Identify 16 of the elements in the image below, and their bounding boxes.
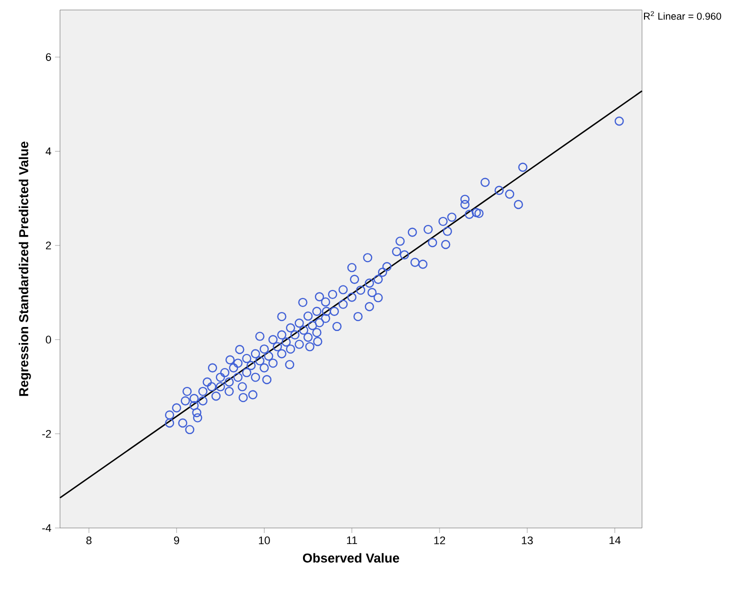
y-tick-label: 6 [46,53,51,61]
y-tick-label: 0 [46,336,52,344]
x-axis-title: Observed Value [302,553,400,563]
y-tick-label: 2 [46,242,51,250]
x-tick-label: 9 [174,536,180,544]
x-tick-label: 13 [522,536,533,544]
text: R$^{2}$ Linear = 0.960 [644,11,722,20]
y-axis-title: Regression Standardized Predicted Value [18,142,31,396]
x-tick-label: 14 [610,536,621,544]
y-tick-label: -4 [42,524,52,532]
y-tick-label: -2 [42,430,51,438]
x-tick-label: 8 [86,536,92,544]
x-tick-label: 10 [258,536,270,544]
x-tick-label: 11 [347,536,358,544]
y-tick-label: 4 [46,147,52,156]
x-tick-label: 12 [434,536,446,544]
